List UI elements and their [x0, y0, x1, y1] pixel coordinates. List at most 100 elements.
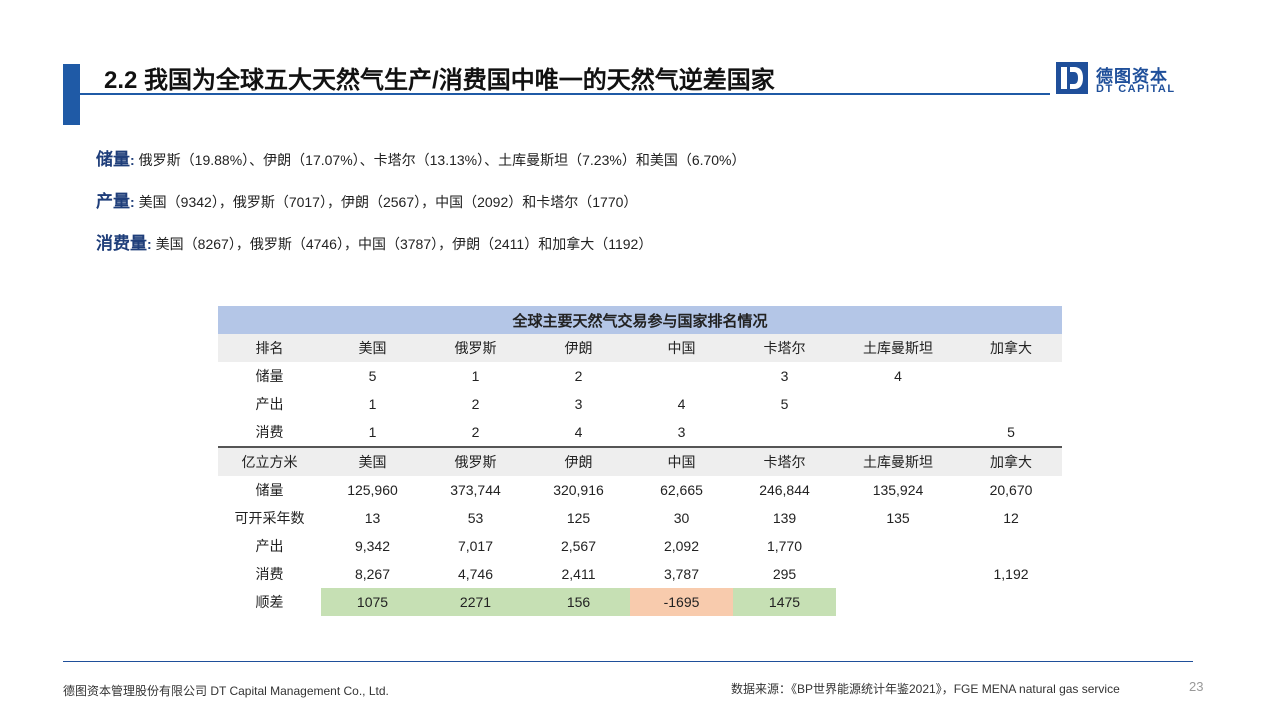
table-cell: 30	[673, 510, 690, 526]
header-cell: 卡塔尔	[733, 334, 836, 362]
header-cell: 伊朗	[527, 334, 630, 362]
logo-english-name: DT CAPITAL	[1096, 83, 1176, 95]
header-cell: 伊朗	[527, 446, 630, 476]
header-cell: 排名	[218, 334, 321, 362]
table-cell	[960, 390, 1062, 418]
header-cell: 美国	[321, 334, 424, 362]
table-cell: 373,744	[450, 482, 501, 498]
table-cell: 2,411	[561, 566, 596, 582]
table-cell: 1,770	[766, 538, 803, 554]
production-text: 美国（9342），俄罗斯（7017），伊朗（2567），中国（2092）和卡塔尔…	[138, 194, 638, 210]
header-cell: 中国	[630, 334, 733, 362]
header-cell: 土库曼斯坦	[836, 334, 960, 362]
row-label: 产出	[255, 538, 284, 554]
table-cell: 125	[566, 510, 591, 526]
gas-ranking-table: 全球主要天然气交易参与国家排名情况 排名 美国 俄罗斯 伊朗 中国 卡塔尔 土库…	[218, 306, 1063, 616]
consumption-text: 美国（8267），俄罗斯（4746），中国（3787），伊朗（2411）和加拿大…	[155, 236, 653, 252]
header-cell: 中国	[630, 446, 733, 476]
row-label: 储量	[255, 482, 284, 498]
table-cell: 125,960	[347, 482, 398, 498]
table-cell: 5	[368, 368, 377, 384]
table-cell: 4,746	[457, 566, 494, 582]
header-cell: 土库曼斯坦	[836, 446, 960, 476]
page-number: 23	[1189, 679, 1204, 694]
consumption-label: 消费量	[96, 234, 147, 253]
table-cell: 2	[471, 424, 480, 440]
footer-divider	[63, 661, 1193, 662]
title-divider	[80, 93, 1050, 95]
table-cell: 2,567	[560, 538, 597, 554]
table-caption-row: 全球主要天然气交易参与国家排名情况	[218, 306, 1063, 334]
table-cell: 1,192	[993, 566, 1029, 582]
dt-logo-icon	[1056, 62, 1088, 94]
table-cell: 320,916	[553, 482, 604, 498]
reserves-line: 储量: 俄罗斯（19.88%）、伊朗（17.07%）、卡塔尔（13.13%）、土库…	[96, 150, 746, 169]
surplus-cell: 1075	[321, 588, 424, 616]
table-cell: 5	[1007, 424, 1015, 440]
header-cell: 加拿大	[960, 334, 1063, 362]
row-label: 消费	[255, 566, 284, 582]
table-cell: 7,017	[457, 538, 494, 554]
table-cell: 2	[574, 368, 583, 384]
table-cell: 1	[471, 368, 480, 384]
header-cell: 俄罗斯	[424, 446, 527, 476]
table-cell: 1	[368, 396, 377, 412]
table-cell: 4	[677, 396, 686, 412]
header-cell: 卡塔尔	[733, 446, 836, 476]
table-cell: 139	[772, 510, 797, 526]
table-cell: 295	[772, 566, 797, 582]
table-cell: 3,787	[663, 566, 700, 582]
title-accent-bar	[63, 64, 80, 125]
table-cell: 12	[1003, 510, 1019, 526]
table-cell: 13	[364, 510, 381, 526]
table-cell: 3	[677, 424, 686, 440]
table-cell: 1	[368, 424, 377, 440]
reserves-label: 储量	[96, 150, 130, 169]
table-cell: 135,924	[872, 482, 924, 498]
row-label: 消费	[255, 424, 284, 440]
table-cell: 135	[886, 510, 910, 526]
table-cell: 3	[780, 368, 789, 384]
table-cell: 53	[467, 510, 484, 526]
table-cell: 62,665	[660, 482, 703, 498]
table-cell	[836, 390, 960, 418]
table-row: 消费 8,267 4,746 2,411 3,787 295 1,192	[218, 560, 1062, 588]
consumption-line: 消费量: 美国（8267），俄罗斯（4746），中国（3787），伊朗（2411）…	[96, 234, 653, 253]
table-cell: 20,670	[989, 482, 1033, 498]
table-cell: 2	[471, 396, 480, 412]
header-cell: 加拿大	[960, 446, 1063, 476]
surplus-cell: 2271	[424, 588, 527, 616]
table-cell: 5	[780, 396, 789, 412]
table-caption: 全球主要天然气交易参与国家排名情况	[218, 306, 1063, 334]
volume-header-row: 亿立方米 美国 俄罗斯 伊朗 中国 卡塔尔 土库曼斯坦 加拿大	[218, 446, 1063, 476]
header-cell: 俄罗斯	[424, 334, 527, 362]
table-cell	[836, 588, 960, 616]
table-cell: 3	[574, 396, 583, 412]
table-cell	[960, 588, 1062, 616]
production-line: 产量: 美国（9342），俄罗斯（7017），伊朗（2567），中国（2092）和…	[96, 192, 638, 211]
footer-source: 数据来源：《BP世界能源统计年鉴2021》，FGE MENA natural g…	[731, 682, 1120, 696]
table-cell: 246,844	[759, 482, 810, 498]
rank-header-row: 排名 美国 俄罗斯 伊朗 中国 卡塔尔 土库曼斯坦 加拿大	[218, 334, 1063, 362]
table-row: 产出 1 2 3 4 5	[218, 390, 1062, 418]
surplus-row: 顺差 1075 2271 156 -1695 1475	[218, 588, 1062, 616]
table-cell	[836, 560, 960, 588]
table-cell	[960, 362, 1062, 390]
table-row: 储量 125,960 373,744 320,916 62,665 246,84…	[218, 476, 1062, 504]
table-cell: 4	[894, 368, 902, 384]
row-label: 顺差	[255, 594, 284, 610]
table-cell	[960, 532, 1062, 560]
production-label: 产量	[96, 192, 130, 211]
table-cell: 9,342	[354, 538, 391, 554]
table-row: 消费 1 2 4 3 5	[218, 418, 1062, 447]
row-label: 产出	[255, 396, 284, 412]
row-label: 储量	[255, 368, 284, 384]
surplus-cell: 156	[527, 588, 630, 616]
table-row: 储量 5 1 2 3 4	[218, 362, 1062, 390]
footer-company: 德图资本管理股份有限公司 DT Capital Management Co., …	[63, 684, 389, 698]
company-logo: 德图资本 DT CAPITAL	[1056, 62, 1180, 96]
table-cell: 2,092	[663, 538, 700, 554]
table-cell	[630, 362, 733, 390]
logo-chinese-name: 德图资本	[1096, 67, 1168, 86]
header-cell: 美国	[321, 446, 424, 476]
